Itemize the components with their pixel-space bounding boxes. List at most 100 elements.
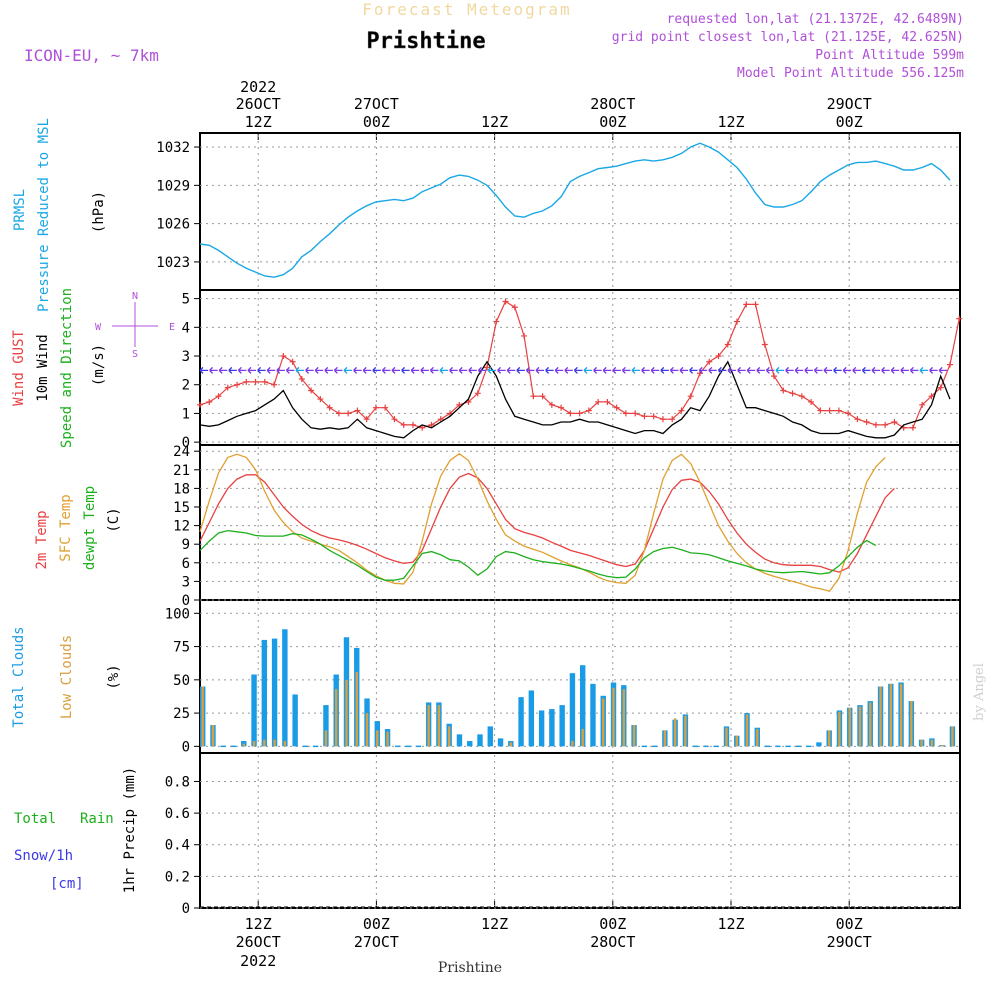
- low-cloud-bar: [879, 686, 882, 747]
- low-cloud-bar: [827, 730, 831, 747]
- wind-direction-arrow: [439, 366, 448, 374]
- total-cloud-bar: [518, 697, 524, 747]
- pressure-label-2: Pressure Reduced to MSL: [36, 118, 52, 312]
- gust-marker: [419, 424, 426, 431]
- gust-marker: [558, 404, 565, 411]
- total-cloud-bar: [528, 690, 535, 747]
- wind-direction-arrow: [583, 366, 592, 374]
- low-cloud-bar: [899, 683, 903, 747]
- wind-direction-arrow: [861, 366, 871, 374]
- gust-marker: [428, 421, 435, 428]
- low-cloud-bar: [335, 689, 338, 747]
- wind-direction-arrow: [199, 366, 208, 374]
- pressure-labels: PRMSL Pressure Reduced to MSL (hPa): [12, 118, 107, 312]
- y-tick-label: 1023: [156, 255, 190, 271]
- low-cloud-bar: [745, 714, 749, 747]
- low-cloud-bar: [920, 739, 923, 747]
- low-cloud-bar: [365, 713, 369, 747]
- gust-marker: [409, 421, 416, 428]
- gust-marker: [539, 393, 546, 400]
- y-tick-label: 4: [182, 320, 190, 336]
- wind-direction-arrow: [929, 366, 938, 374]
- gust-marker: [252, 378, 259, 385]
- grid-lines: [200, 135, 960, 909]
- wind-direction-arrow: [266, 366, 276, 374]
- time-label: 12Z: [717, 915, 744, 933]
- gust-marker: [817, 407, 824, 414]
- total-cloud-bar: [590, 683, 596, 747]
- gust-marker: [761, 341, 768, 348]
- gust-marker: [456, 401, 463, 408]
- gust-marker: [354, 407, 361, 414]
- gust-marker: [521, 332, 528, 339]
- low-cloud-bar: [838, 711, 841, 747]
- time-label: 27OCT: [354, 933, 399, 951]
- wind-direction-arrow: [794, 366, 804, 374]
- wind-direction-arrow: [650, 366, 660, 374]
- low-cloud-bar: [632, 725, 636, 747]
- gust-marker: [780, 387, 787, 394]
- model-label: ICON-EU, ~ 7km: [24, 46, 159, 65]
- y-tick-label: 0.6: [165, 806, 190, 822]
- low-cloud-bar: [355, 671, 358, 747]
- time-label: 00Z: [836, 915, 863, 933]
- time-label: 28OCT: [590, 95, 635, 113]
- wind-direction-arrow: [506, 366, 516, 374]
- wind-direction-arrow: [602, 366, 612, 374]
- wind-direction-arrow: [545, 366, 554, 374]
- gust-marker: [669, 416, 676, 423]
- wind-label-gust: Wind GUST: [11, 330, 27, 406]
- gust-marker: [743, 301, 750, 308]
- low-cloud-bar: [581, 729, 584, 747]
- gust-marker: [909, 424, 916, 431]
- gust-marker: [724, 341, 731, 348]
- time-label: 12Z: [717, 113, 744, 131]
- wind-direction-arrow: [525, 366, 535, 374]
- temp-label-dewpt: dewpt Temp: [82, 486, 98, 570]
- low-cloud-bar: [940, 745, 944, 747]
- gust-marker: [224, 384, 231, 391]
- total-cloud-bar: [282, 629, 288, 747]
- gust-marker: [826, 407, 833, 414]
- wind-direction-arrow: [381, 366, 391, 374]
- wind-direction-arrow: [689, 366, 698, 374]
- low-cloud-bar: [345, 679, 348, 747]
- low-cloud-bar: [602, 698, 605, 747]
- gust-marker: [632, 410, 639, 417]
- gust-marker: [474, 390, 481, 397]
- low-cloud-bar: [756, 729, 759, 747]
- total-cloud-bar: [292, 694, 298, 747]
- requested-coords: requested lon,lat (21.1372E, 42.6489N): [667, 12, 964, 27]
- low-cloud-bar: [263, 739, 266, 747]
- wind-unit: (m/s): [91, 344, 107, 386]
- gust-marker: [280, 353, 287, 360]
- y-tick-label: 0.2: [165, 869, 190, 885]
- gust-marker: [641, 413, 648, 420]
- precip-labels: Total Rain Snow/1h [cm] 1hr Precip (mm): [14, 767, 138, 893]
- wind-direction-arrow: [535, 366, 544, 374]
- time-label: 12Z: [245, 113, 272, 131]
- gust-marker: [382, 404, 389, 411]
- time-label: 2022: [240, 78, 276, 96]
- total-cloud-bar: [487, 726, 493, 747]
- compass-n: N: [132, 291, 138, 302]
- gust-marker: [872, 421, 879, 428]
- gust-marker: [789, 390, 796, 397]
- low-cloud-bar: [663, 730, 667, 747]
- wind-label-direction: Speed and Direction: [59, 288, 75, 448]
- wind-direction-arrow: [468, 366, 477, 374]
- gust-marker: [437, 416, 444, 423]
- wind-labels: Wind GUST 10m Wind Speed and Direction (…: [11, 288, 175, 448]
- wind-direction-arrow: [247, 366, 256, 374]
- wind-direction-arrow: [333, 366, 343, 374]
- wind-direction-arrow: [362, 366, 372, 374]
- total-cloud-bar: [569, 673, 576, 747]
- wind-direction-arrow: [756, 366, 765, 374]
- wind-direction-arrow: [631, 366, 640, 374]
- time-label: 12Z: [481, 915, 508, 933]
- total-cloud-bar: [467, 741, 473, 747]
- wind-direction-arrow: [593, 366, 602, 374]
